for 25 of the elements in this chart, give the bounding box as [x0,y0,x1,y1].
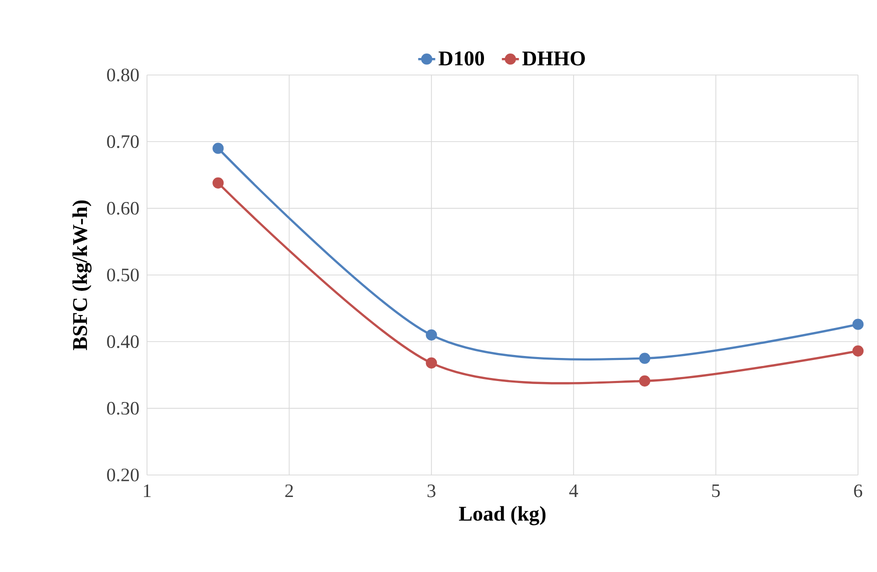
y-tick-label: 0.70 [107,135,139,148]
point [426,357,437,369]
x-tick-label: 6 [854,484,862,498]
point [426,329,437,341]
x-axis-title: Load (kg) [458,506,546,526]
point [852,318,864,330]
y-tick-label: 0.20 [107,468,139,482]
legend-label: DHHO [522,51,585,66]
point [852,345,864,357]
point [639,352,650,364]
legend-label: D100 [438,51,484,66]
y-tick-label: 0.50 [107,268,139,282]
x-tick-label: 4 [569,484,578,497]
point [639,375,650,387]
point [212,177,224,189]
y-axis-title: BSFC (kg/kW-h) [72,200,92,350]
y-tick-label: 0.60 [107,202,139,215]
x-tick-label: 1 [144,484,151,497]
y-tick-label: 0.40 [107,335,139,348]
y-tick-label: 0.80 [107,68,139,82]
point [212,142,224,154]
x-tick-label: 3 [428,484,436,498]
x-tick-label: 2 [285,484,293,498]
x-tick-label: 5 [712,484,720,498]
y-tick-label: 0.30 [107,402,139,415]
